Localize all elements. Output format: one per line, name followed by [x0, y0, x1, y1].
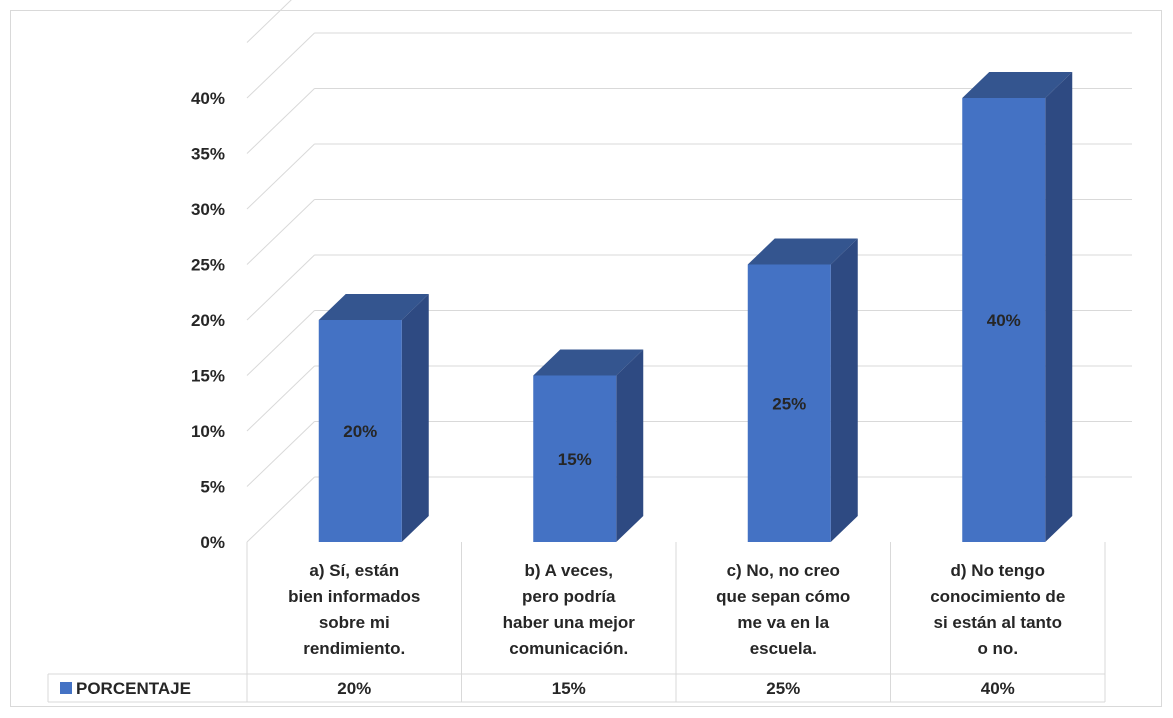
y-tick-label: 0% [200, 533, 225, 552]
legend-label: PORCENTAJE [76, 679, 191, 698]
y-tick-label: 40% [191, 89, 225, 108]
category-label: b) A veces, [524, 561, 613, 580]
table-value: 15% [552, 679, 586, 698]
gridline-diagonal [246, 88, 315, 154]
legend-swatch [60, 682, 72, 694]
category-label: conocimiento de [930, 587, 1065, 606]
y-tick-label: 25% [191, 256, 225, 275]
table-value: 25% [766, 679, 800, 698]
y-tick-label: 20% [191, 311, 225, 330]
y-tick-label: 30% [191, 200, 225, 219]
bar [962, 98, 1046, 542]
gridline-diagonal [246, 0, 292, 43]
category-label: que sepan cómo [716, 587, 850, 606]
bar [533, 375, 617, 542]
y-tick-label: 15% [191, 367, 225, 386]
category-label: comunicación. [509, 639, 628, 658]
gridline-diagonal [246, 310, 315, 376]
bar-data-label: 40% [987, 311, 1021, 330]
gridline-diagonal [246, 365, 315, 432]
category-label: haber una mejor [503, 613, 636, 632]
category-label: a) Sí, están [309, 561, 399, 580]
category-label: si están al tanto [934, 613, 1062, 632]
table-value: 20% [337, 679, 371, 698]
bar-top [962, 72, 1073, 98]
category-label: me va en la [737, 613, 829, 632]
category-label: bien informados [288, 587, 420, 606]
bar-top [533, 349, 644, 376]
category-label: o no. [977, 639, 1018, 658]
gridline-diagonal [246, 421, 315, 487]
bar-side [1045, 72, 1073, 542]
gridline-diagonal [246, 254, 315, 321]
gridline-diagonal [246, 32, 315, 99]
bar-side [616, 349, 644, 542]
bar-top [747, 238, 858, 265]
bar-top [318, 294, 429, 320]
category-label: pero podría [522, 587, 616, 606]
bar [318, 320, 402, 542]
bar-side [401, 294, 429, 542]
gridline-diagonal [246, 476, 315, 543]
category-label: c) No, no creo [727, 561, 840, 580]
table-value: 40% [981, 679, 1015, 698]
y-tick-label: 10% [191, 422, 225, 441]
bar-data-label: 25% [772, 394, 806, 413]
gridline-diagonal [246, 199, 315, 265]
bar [747, 264, 831, 542]
y-tick-label: 35% [191, 145, 225, 164]
category-label: sobre mi [319, 613, 390, 632]
category-label: escuela. [750, 639, 817, 658]
category-label: rendimiento. [303, 639, 405, 658]
y-axis-labels: 0% 5% 10% 15% 20% 25% 30% 35% 40% [191, 89, 225, 552]
data-table: a) Sí, están bien informados sobre mi rendi… [47, 542, 1106, 703]
bar-side [830, 238, 858, 542]
y-tick-label: 5% [200, 478, 225, 497]
gridline-diagonal [246, 143, 315, 210]
bar-data-label: 15% [558, 450, 592, 469]
category-label: d) No tengo [951, 561, 1045, 580]
bars: 20% 15% 25% 40% [318, 72, 1073, 542]
bar-data-label: 20% [343, 422, 377, 441]
